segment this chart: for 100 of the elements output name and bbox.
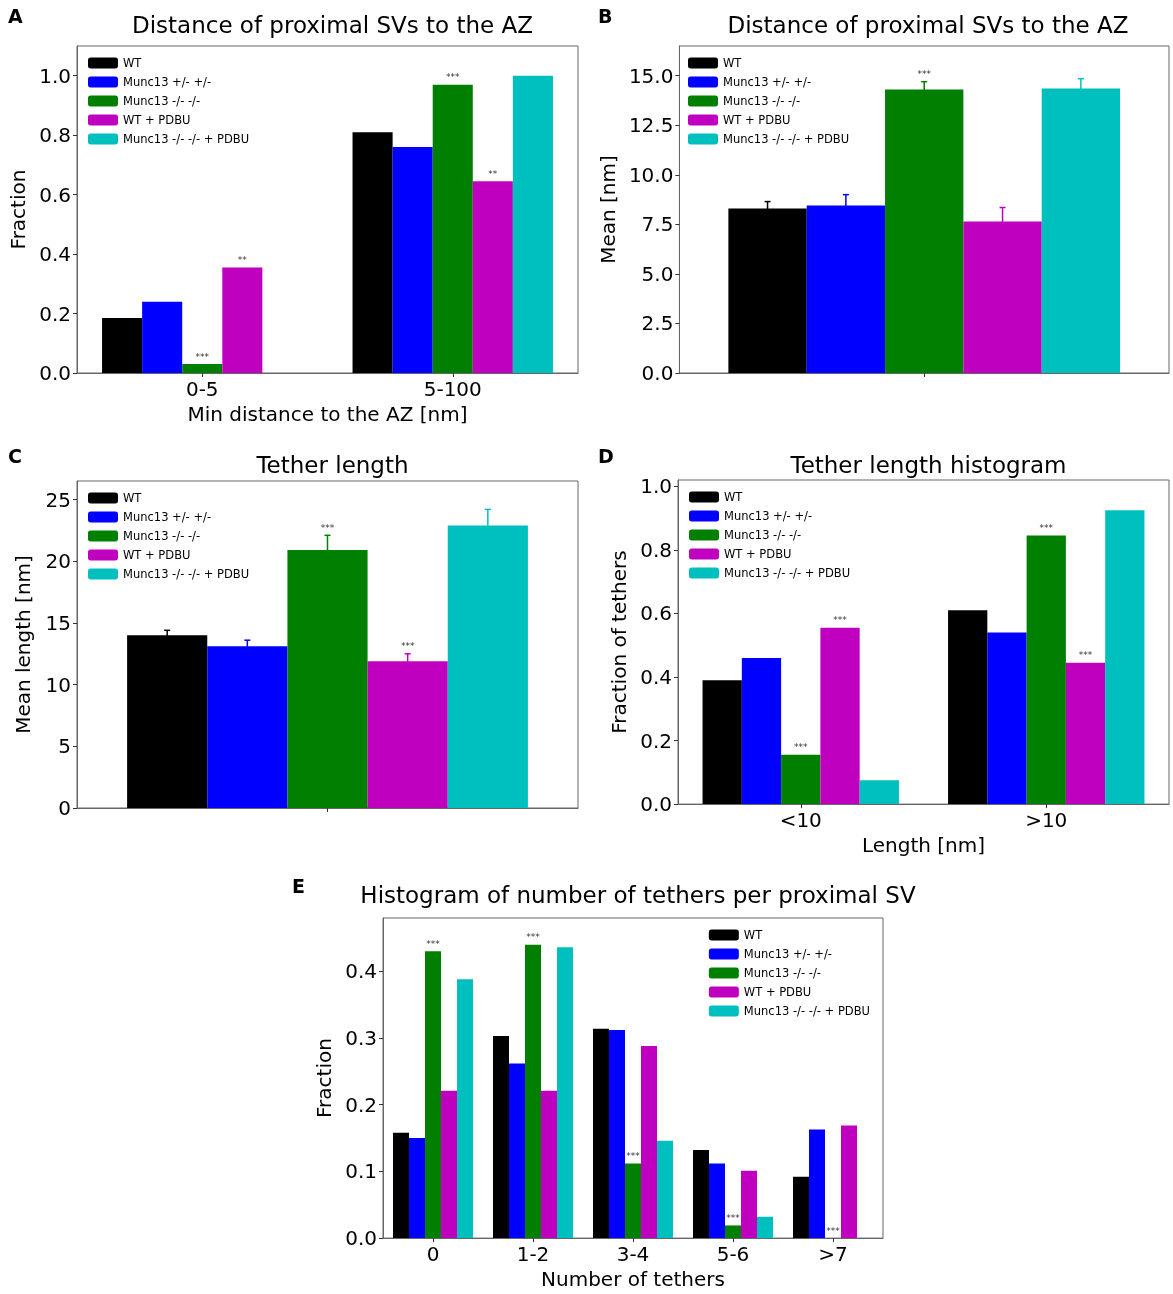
bar [709, 1163, 725, 1239]
data-label: *** [917, 69, 932, 80]
y-tick-label: 0.2 [345, 1092, 377, 1117]
y-tick-label: 0.2 [39, 301, 71, 326]
legend-label: Munc13 -/- -/- [723, 94, 801, 108]
text: E [292, 874, 305, 897]
bar [525, 944, 541, 1239]
bar [512, 75, 553, 373]
y-tick-label: 0.6 [640, 601, 672, 626]
bar [702, 680, 742, 805]
legend-label: Munc13 +/- +/- [723, 75, 812, 89]
bar [781, 754, 821, 805]
chart-title: Distance of proximal SVs to the AZ [727, 11, 1129, 38]
legend-label: WT [123, 491, 143, 505]
text: D [598, 444, 614, 467]
legend-label: Munc13 -/- -/- + PDBU [123, 567, 250, 581]
data-label: *** [426, 938, 441, 949]
legend-label: WT + PDBU [123, 548, 191, 562]
legend-label: Munc13 -/- -/- [123, 94, 201, 108]
data-label: *** [320, 522, 335, 533]
text: B [598, 4, 613, 27]
bar [541, 1090, 557, 1239]
bar [693, 1150, 709, 1239]
y-tick-label: 0.0 [39, 361, 71, 385]
y-tick-label: 20 [45, 549, 71, 574]
bar [948, 610, 988, 805]
y-tick-label: 0.2 [640, 728, 672, 753]
bar [392, 147, 433, 373]
y-tick-label: 0.4 [345, 959, 377, 984]
y-tick-label: 12.5 [628, 113, 674, 138]
data-label: *** [1039, 523, 1054, 534]
bar [409, 1138, 425, 1239]
bar [509, 1063, 525, 1239]
bar [102, 318, 143, 373]
bar [741, 1170, 757, 1239]
y-tick-label: 0.0 [641, 361, 674, 385]
bar [432, 84, 473, 373]
bar [987, 632, 1027, 805]
y-tick-label: 0.3 [345, 1026, 377, 1051]
data-label: *** [195, 351, 210, 362]
legend-label: Munc13 -/- -/- + PDBU [743, 1004, 871, 1018]
y-tick-label: 0.6 [39, 182, 71, 207]
chart-title: Distance of proximal SVs to the AZ [131, 11, 534, 38]
legend-label: Munc13 +/- +/- [123, 510, 212, 524]
legend-label: WT [743, 928, 764, 942]
bar [457, 979, 473, 1239]
bar [1065, 662, 1106, 805]
x-tick-label: 3-4 [616, 1242, 650, 1267]
x-tick-label: 0 [426, 1242, 440, 1267]
legend-label: Munc13 -/- -/- [724, 528, 802, 542]
legend-label: Munc13 -/- -/- + PDBU [723, 132, 850, 146]
y-tick-label: 1.0 [39, 63, 71, 88]
y-axis-title: Fraction [6, 169, 31, 250]
x-axis-title: Min distance to the AZ [nm] [187, 401, 468, 426]
bar [841, 1125, 857, 1239]
legend-label: Munc13 +/- +/- [724, 509, 813, 523]
legend-label: WT [724, 490, 744, 504]
bar [657, 1140, 673, 1239]
bar [142, 301, 183, 373]
bar [557, 947, 573, 1239]
bar [393, 1132, 409, 1239]
data-label: *** [626, 1150, 641, 1161]
x-axis-title: Number of tethers [541, 1267, 725, 1291]
y-tick-label: 10.0 [628, 162, 674, 187]
legend-label: Munc13 +/- +/- [743, 947, 832, 961]
legend-label: WT + PDBU [123, 113, 191, 127]
bar [625, 1163, 641, 1239]
y-axis-title: Mean [nm] [596, 155, 620, 264]
x-tick-label: >7 [818, 1242, 848, 1267]
y-axis-title: Fraction [312, 1038, 337, 1118]
text: A [8, 4, 23, 27]
y-tick-label: 0.8 [39, 123, 71, 148]
y-tick-label: 5.0 [641, 261, 674, 286]
y-tick-label: 25 [45, 487, 71, 512]
data-label: *** [400, 641, 415, 652]
y-tick-label: 0.0 [345, 1226, 377, 1251]
bar [182, 364, 223, 373]
y-axis-title: Mean length [nm] [11, 555, 35, 734]
legend-label: WT [723, 56, 743, 70]
bar [609, 1030, 625, 1239]
y-tick-label: 0.8 [640, 537, 672, 562]
bar [425, 951, 441, 1239]
bar [757, 1216, 773, 1239]
y-tick-label: 0.0 [640, 792, 672, 817]
y-tick-label: 2.5 [641, 311, 674, 336]
bar [820, 627, 860, 805]
y-tick-label: 0.1 [345, 1159, 377, 1184]
legend-label: WT + PDBU [743, 985, 812, 999]
chart-title: Tether length [255, 451, 409, 478]
data-label: *** [526, 932, 541, 943]
legend-label: WT + PDBU [724, 547, 792, 561]
bar [859, 780, 899, 805]
y-axis-title: Fraction of tethers [607, 550, 632, 734]
y-tick-label: 0.4 [39, 242, 71, 267]
chart-title: Tether length histogram [789, 451, 1067, 478]
x-axis-title: Length [nm] [861, 833, 986, 857]
data-label: *** [446, 72, 460, 83]
x-tick-label: <10 [779, 808, 822, 833]
bar [809, 1129, 825, 1239]
bar [641, 1046, 657, 1239]
